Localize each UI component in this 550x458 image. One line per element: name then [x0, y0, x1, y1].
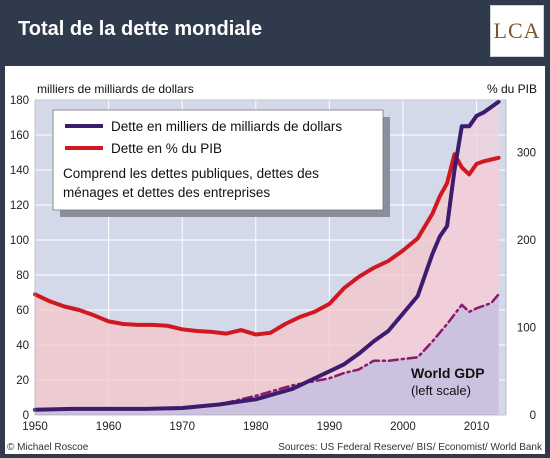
series-line-1	[33, 152, 501, 337]
x-tick: 1970	[169, 421, 195, 433]
y-tick-left: 20	[16, 375, 29, 387]
legend-note-line-1: Comprend les dettes publiques, dettes de…	[63, 166, 319, 181]
gdp-annotation: World GDP (left scale)	[411, 365, 485, 398]
y-tick-right: 300	[517, 148, 536, 160]
x-tick: 1980	[243, 421, 269, 433]
legend-label-debt-usd: Dette en milliers de milliards de dollar…	[111, 119, 342, 134]
gdp-annotation-title: World GDP	[411, 365, 485, 381]
y-axis-left-label: milliers de milliards de dollars	[37, 82, 194, 96]
area-fill-series-2	[35, 294, 499, 415]
legend: Dette en milliers de milliards de dollar…	[52, 109, 390, 217]
x-tick: 1990	[317, 421, 343, 433]
footer-sources: Sources: US Federal Reserve/ BIS/ Econom…	[278, 442, 543, 453]
x-tick: 1950	[22, 421, 48, 433]
x-tick: 2010	[464, 421, 490, 433]
logo-text: LCA	[493, 18, 541, 43]
x-tick: 2000	[390, 421, 416, 433]
lca-logo: LCA	[490, 5, 544, 57]
header-bar: Total de la dette mondiale LCA	[0, 0, 550, 66]
y-tick-right: 100	[517, 323, 536, 335]
chart-panel: 0 20 40 60 80 100 120 140 160 180 1950 1960 1970 1980…	[5, 66, 545, 454]
plot-frame	[34, 99, 507, 416]
legend-box	[52, 109, 384, 211]
y-tick-right: 200	[517, 235, 536, 247]
x-tick: 1960	[96, 421, 122, 433]
y-tick-left: 140	[10, 165, 29, 177]
y-tick-left: 100	[10, 235, 29, 247]
y-tick-right: 0	[530, 410, 536, 422]
y-tick-left: 40	[16, 340, 29, 352]
y-tick-left: 120	[10, 200, 29, 212]
y-tick-left: 0	[23, 410, 29, 422]
y-tick-left: 160	[10, 130, 29, 142]
page-title: Total de la dette mondiale	[18, 18, 263, 40]
legend-note-line-2: ménages et dettes des entreprises	[63, 185, 270, 200]
series-line-0	[33, 99, 501, 412]
y-axis-right-label: % du PIB	[487, 82, 537, 96]
debt-chart: 0 20 40 60 80 100 120 140 160 180 1950 1960 1970 1980…	[7, 82, 543, 453]
y-tick-left: 80	[16, 270, 29, 282]
line-layer	[33, 99, 501, 412]
legend-note: Comprend les dettes publiques, dettes de…	[63, 166, 323, 200]
legend-label-debt-gdp: Dette en % du PIB	[111, 141, 222, 156]
y-tick-left: 60	[16, 305, 29, 317]
y-tick-left: 180	[10, 95, 29, 107]
footer-credit: © Michael Roscoe	[7, 442, 89, 453]
gdp-annotation-subtitle: (left scale)	[411, 383, 471, 398]
axis-layer: 0 20 40 60 80 100 120 140 160 180 1950 1960 1970 1980…	[10, 95, 536, 433]
